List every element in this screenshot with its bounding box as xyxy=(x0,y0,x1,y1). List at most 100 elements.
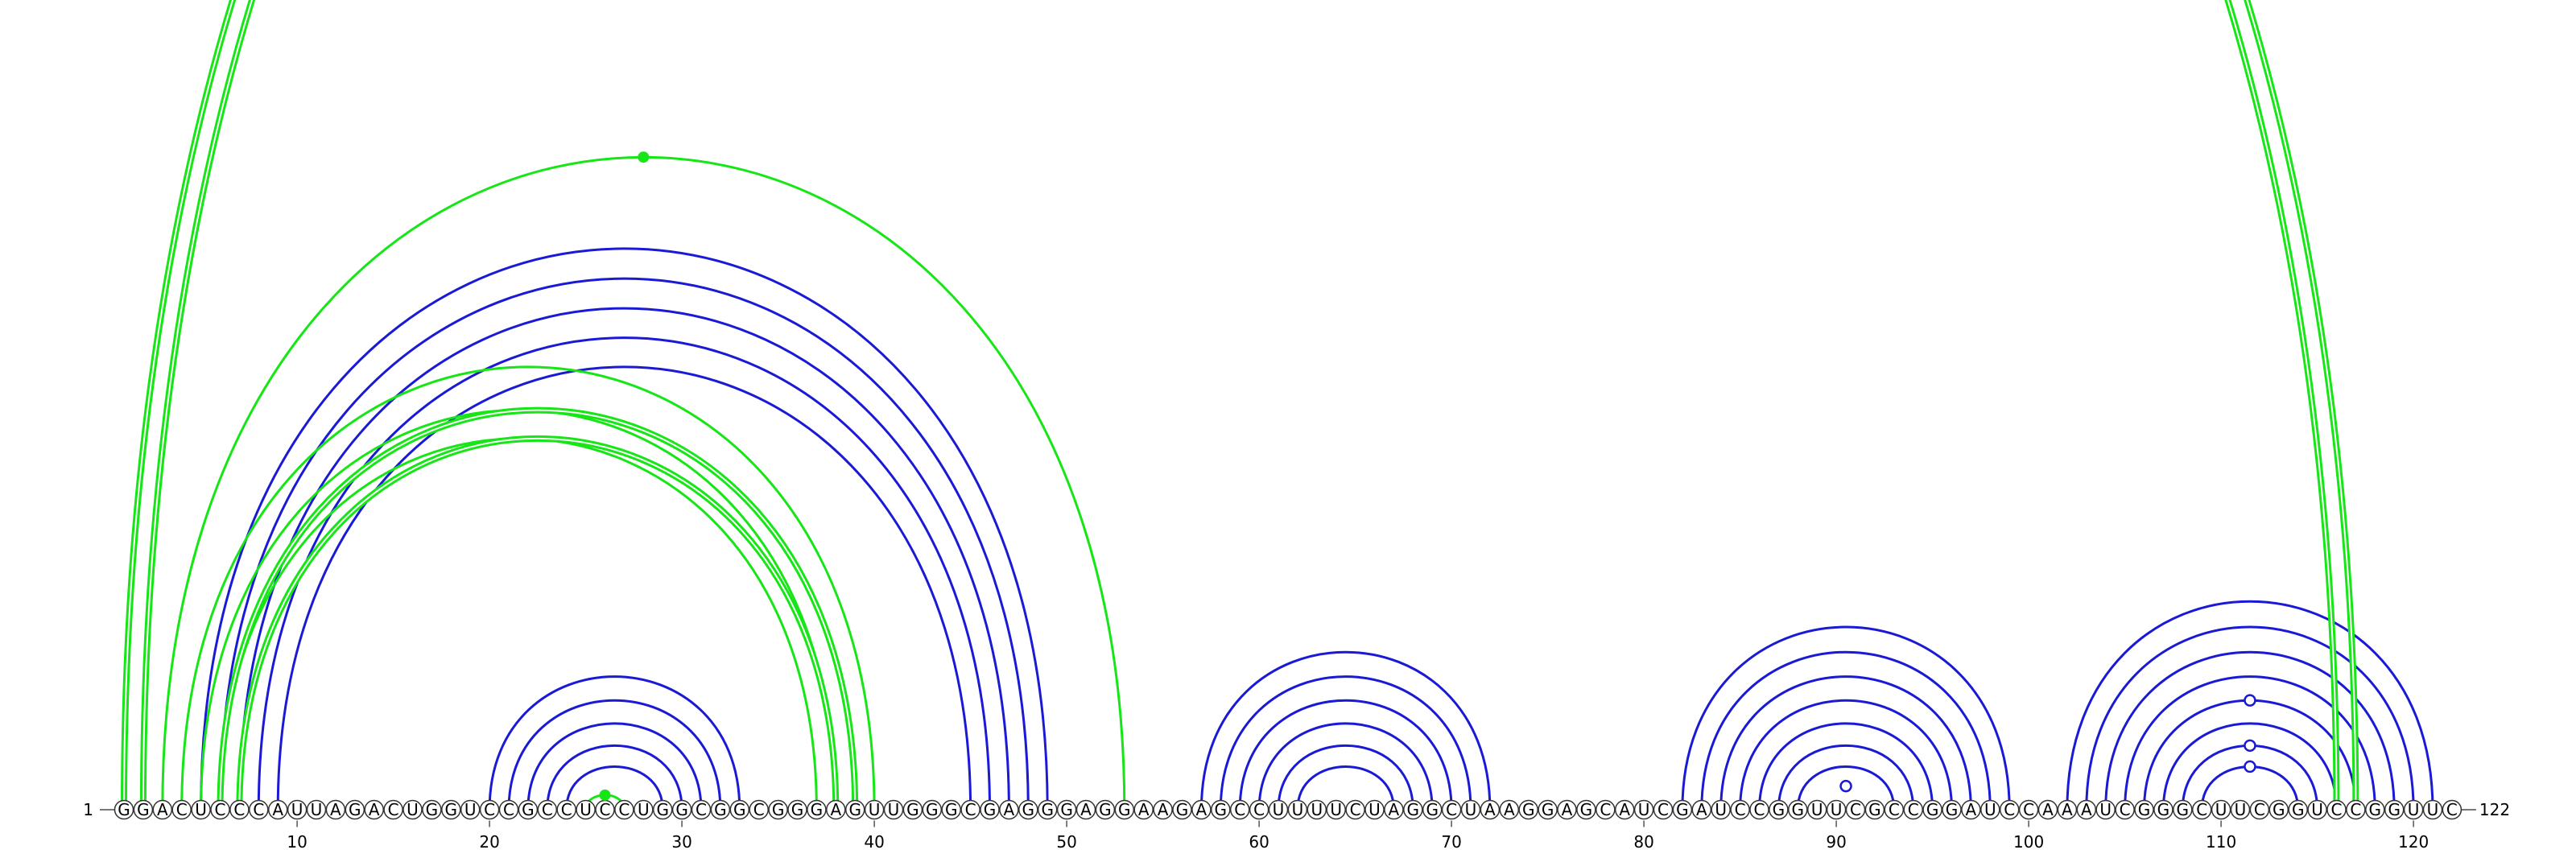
nucleotide-letter: G xyxy=(945,800,958,819)
nucleotide-letter: A xyxy=(1138,800,1150,819)
nucleotide-letter: C xyxy=(2023,800,2034,819)
marker-layer xyxy=(599,151,2256,801)
nucleotide-circle xyxy=(2326,799,2347,820)
nucleotide-letter: A xyxy=(1619,800,1630,819)
nucleotide: G xyxy=(1538,799,1558,820)
nucleotide-circle xyxy=(941,799,961,820)
nucleotide-letter: G xyxy=(1542,800,1554,819)
blue-arc xyxy=(526,722,703,811)
nucleotide-circle xyxy=(1114,799,1135,820)
nucleotide-letter: C xyxy=(1850,800,1861,819)
blue-open-dot xyxy=(2244,694,2256,707)
nucleotide-circle xyxy=(2211,799,2231,820)
nucleotide: G xyxy=(922,799,943,820)
nucleotide-circle xyxy=(287,799,308,820)
nucleotide-circle xyxy=(171,799,192,820)
nucleotide-letter: U xyxy=(1811,800,1823,819)
nucleotide-circle xyxy=(1499,799,1520,820)
nucleotide: A xyxy=(1614,799,1635,820)
nucleotide-letter: A xyxy=(1158,800,1169,819)
nucleotide-letter: U xyxy=(407,800,419,819)
blue-arc xyxy=(546,744,683,811)
blue-arc xyxy=(488,675,741,811)
nucleotide: A xyxy=(1691,799,1712,820)
nucleotide-circle xyxy=(2403,799,2424,820)
nucleotide: G xyxy=(787,799,807,820)
nucleotide-letter: C xyxy=(1908,800,1919,819)
nucleotide: A xyxy=(2037,799,2058,820)
nucleotide-circle xyxy=(2153,799,2174,820)
nucleotide-letter: C xyxy=(542,800,553,819)
nucleotide-circle xyxy=(807,799,827,820)
nucleotide: G xyxy=(652,799,673,820)
nucleotide: G xyxy=(1018,799,1038,820)
green-double-arc-gap xyxy=(238,438,837,811)
nucleotide-letter: G xyxy=(1118,800,1131,819)
nucleotide: U xyxy=(883,799,904,820)
nucleotide: C xyxy=(1229,799,1250,820)
nucleotide-circle xyxy=(864,799,885,820)
nucleotide-letter: C xyxy=(176,800,188,819)
nucleotide-letter: C xyxy=(1350,800,1361,819)
nucleotide-letter: U xyxy=(888,800,900,819)
nucleotide-letter: A xyxy=(1562,800,1573,819)
nucleotide-circle xyxy=(1307,799,1327,820)
nucleotide: A xyxy=(1384,799,1404,820)
nucleotide-circle xyxy=(1422,799,1443,820)
nucleotide-letter: G xyxy=(137,800,150,819)
nucleotide-circle xyxy=(1075,799,1096,820)
nucleotide-circle xyxy=(614,799,634,820)
nucleotide-letter: C xyxy=(2331,800,2343,819)
nucleotide: G xyxy=(2268,799,2289,820)
nucleotide-letter: A xyxy=(1696,800,1707,819)
nucleotide-letter: C xyxy=(2120,800,2131,819)
nucleotide-letter: A xyxy=(1504,800,1515,819)
nucleotide-circle xyxy=(1614,799,1635,820)
nucleotide: C xyxy=(556,799,576,820)
nucleotide-circle xyxy=(2384,799,2405,820)
nucleotide-letter: G xyxy=(2292,800,2305,819)
tick-layer: 10 20 30 40 50 60 70 80 90 100 110 120 xyxy=(287,820,2429,852)
nucleotide-circle xyxy=(1191,799,1212,820)
tick-label: 60 xyxy=(1249,832,1269,852)
nucleotide-circle xyxy=(1018,799,1038,820)
nucleotide-letter: G xyxy=(1099,800,1112,819)
blue-arc xyxy=(507,699,722,811)
nucleotide: C xyxy=(749,799,769,820)
blue-open-dot xyxy=(2244,760,2256,773)
nucleotide-letter: C xyxy=(503,800,514,819)
nucleotide-circle xyxy=(1596,799,1616,820)
nucleotide-letter: G xyxy=(926,800,939,819)
nucleotide: U xyxy=(2230,799,2251,820)
nucleotide: U xyxy=(576,799,596,820)
nucleotide: U xyxy=(1268,799,1289,820)
nucleotide-circle xyxy=(729,799,750,820)
blue-arc xyxy=(1700,650,1992,811)
blue-arc xyxy=(1199,650,1492,811)
nucleotide: G xyxy=(133,799,154,820)
nucleotide-circle xyxy=(652,799,673,820)
nucleotide-letter: G xyxy=(2138,800,2151,819)
nucleotide-circle xyxy=(460,799,481,820)
nucleotide-letter: A xyxy=(1966,800,1977,819)
blue-arc xyxy=(1277,744,1414,811)
nucleotide-circle xyxy=(787,799,807,820)
nucleotide-letter: G xyxy=(118,800,130,819)
nucleotide-letter: G xyxy=(656,800,669,819)
nucleotide: C xyxy=(1653,799,1674,820)
nucleotide: U xyxy=(1711,799,1731,820)
nucleotide-circle xyxy=(1345,799,1365,820)
nucleotide-circle xyxy=(1806,799,1827,820)
nucleotide: G xyxy=(1576,799,1596,820)
blue-arc xyxy=(257,336,991,811)
nucleotide-letter: U xyxy=(2311,800,2323,819)
nucleotide: U xyxy=(2095,799,2116,820)
nucleotide-circle xyxy=(1788,799,1808,820)
nucleotide-letter: C xyxy=(215,800,226,819)
nucleotide: C xyxy=(1249,799,1269,820)
nucleotide: G xyxy=(941,799,961,820)
nucleotide-circle xyxy=(556,799,576,820)
nucleotide-letter: G xyxy=(1580,800,1593,819)
tick-label: 90 xyxy=(1826,832,1846,852)
nucleotide-letter: C xyxy=(1889,800,1900,819)
